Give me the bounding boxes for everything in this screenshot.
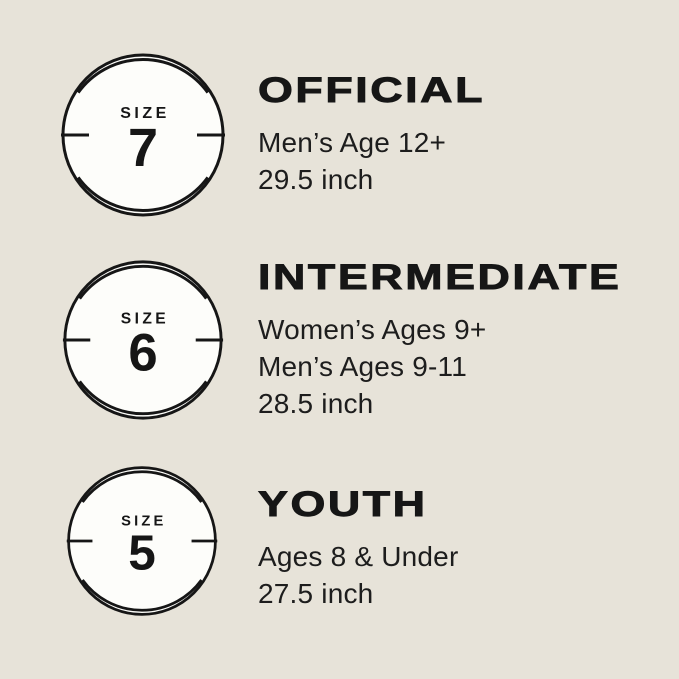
age-range: Ages 8 & Under	[258, 541, 459, 572]
ball-seam-top	[78, 264, 208, 300]
ball-seam-bottom	[76, 176, 210, 212]
size-label: SIZE	[121, 310, 169, 327]
ball-circumference: 27.5 inch	[258, 578, 374, 609]
basketball-icon: SIZE 6	[62, 260, 224, 420]
section-details: Ages 8 & Under 27.5 inch	[258, 538, 458, 612]
section-title: OFFICIAL	[257, 71, 486, 110]
basketball-size-6: SIZE 6	[60, 257, 226, 428]
ball-seam-top	[76, 58, 210, 94]
basketball-icon: SIZE 7	[61, 53, 225, 217]
size-number: 5	[128, 524, 156, 580]
age-range-women: Women’s Ages 9+	[258, 314, 487, 345]
size-number: 6	[128, 323, 157, 382]
size-label: SIZE	[120, 105, 170, 122]
ball-circumference: 28.5 inch	[258, 388, 374, 419]
section-intermediate: INTERMEDIATE Women’s Ages 9+ Men’s Ages …	[257, 258, 619, 422]
ball-seam-top	[81, 470, 203, 503]
basketball-size-5: SIZE 5	[64, 463, 220, 624]
size-number: 7	[128, 118, 158, 178]
section-details: Men’s Age 12+ 29.5 inch	[258, 124, 446, 198]
basketball-icon: SIZE 5	[66, 466, 218, 616]
section-youth: YOUTH Ages 8 & Under 27.5 inch	[257, 485, 458, 612]
ball-circumference: 29.5 inch	[258, 164, 374, 195]
age-range: Men’s Age 12+	[258, 127, 447, 158]
section-details: Women’s Ages 9+ Men’s Ages 9-11 28.5 inc…	[258, 311, 542, 422]
section-official: OFFICIAL Men’s Age 12+ 29.5 inch	[257, 71, 483, 198]
age-range-men: Men’s Ages 9-11	[258, 351, 467, 382]
section-title: INTERMEDIATE	[257, 258, 622, 297]
ball-seam-bottom	[78, 380, 208, 416]
size-label: SIZE	[121, 513, 166, 529]
section-title: YOUTH	[257, 485, 428, 524]
ball-seam-bottom	[81, 579, 203, 612]
basketball-size-7: SIZE 7	[58, 50, 228, 225]
